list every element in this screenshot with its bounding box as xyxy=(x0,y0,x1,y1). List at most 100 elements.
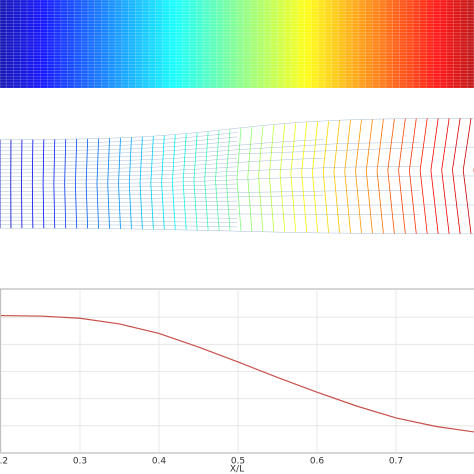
mesh-cell-column xyxy=(162,0,170,88)
mesh-line xyxy=(75,139,78,184)
mesh-cell-column xyxy=(379,0,387,88)
mesh-cell-column xyxy=(446,0,455,88)
mesh-line xyxy=(268,175,275,232)
mesh-cell-column xyxy=(352,0,360,88)
mesh-cell-column xyxy=(284,0,292,88)
mesh-cell-column xyxy=(33,0,42,88)
mesh-line xyxy=(150,182,154,230)
mesh-line xyxy=(0,139,324,155)
mesh-line xyxy=(322,120,330,172)
mesh-line xyxy=(452,170,461,234)
mesh-line xyxy=(430,118,439,171)
mesh-line xyxy=(75,183,78,229)
x-tick-label: 0.3 xyxy=(73,457,87,467)
mesh-line xyxy=(322,171,330,233)
mesh-line xyxy=(312,121,319,173)
mesh-cell-column xyxy=(270,0,279,88)
mesh-cell-column xyxy=(121,0,130,88)
mesh-line xyxy=(85,138,89,184)
x-tick-label: 0.5 xyxy=(231,457,245,467)
mesh-cell-column xyxy=(148,0,157,88)
mesh-line xyxy=(0,132,238,144)
mesh-line xyxy=(387,170,395,234)
mesh-cell-column xyxy=(203,0,211,88)
mesh-line xyxy=(107,183,110,229)
mesh-line xyxy=(0,213,421,215)
mesh-cell-column xyxy=(372,0,380,88)
mesh-line xyxy=(128,137,132,184)
mesh-cell-column xyxy=(60,0,69,88)
mesh-cell-column xyxy=(176,0,184,88)
mesh-line xyxy=(182,181,187,230)
mesh-line xyxy=(182,133,187,182)
mesh-line xyxy=(441,118,450,171)
mesh-line xyxy=(376,119,384,171)
mesh-line xyxy=(31,183,34,229)
mesh-line xyxy=(333,171,340,234)
mesh-cell-column xyxy=(142,0,150,88)
mesh-line xyxy=(419,118,428,171)
mesh-line xyxy=(0,146,474,163)
mesh-cell-column xyxy=(169,0,177,88)
mesh-line xyxy=(462,170,472,234)
mesh-cell-column xyxy=(6,0,15,88)
mesh-line xyxy=(161,182,165,230)
mesh-line xyxy=(0,224,238,228)
mesh-line xyxy=(139,136,143,184)
mesh-cell-column xyxy=(88,0,96,88)
x-tick-label: 0.7 xyxy=(389,457,403,467)
mesh-cell-column xyxy=(392,0,401,88)
mesh-cell-column xyxy=(223,0,231,88)
mesh-cell-column xyxy=(440,0,448,88)
mesh-cell-column xyxy=(115,0,123,88)
mesh-cell-column xyxy=(189,0,197,88)
mesh-line xyxy=(290,173,297,233)
mesh-line xyxy=(0,140,238,152)
mesh-line xyxy=(430,170,439,234)
mesh-line xyxy=(301,172,308,233)
mesh-cell-column xyxy=(399,0,407,88)
mesh-line xyxy=(204,131,209,181)
mesh-cell-column xyxy=(101,0,109,88)
mesh-cell-column xyxy=(237,0,245,88)
mesh-cell-column xyxy=(196,0,204,88)
mesh-line xyxy=(344,119,351,172)
mesh-line xyxy=(344,171,351,234)
mesh-line xyxy=(365,170,373,234)
mesh-cell-column xyxy=(216,0,224,88)
mesh-line xyxy=(462,118,472,171)
mesh-line xyxy=(118,137,121,184)
mesh-cell-column xyxy=(155,0,164,88)
mesh-line xyxy=(408,118,417,171)
mesh-line xyxy=(193,132,198,182)
mesh-line xyxy=(225,129,231,180)
x-tick-label: 0.2 xyxy=(0,457,8,467)
mesh-cell-column xyxy=(94,0,103,88)
mesh-cell-column xyxy=(467,0,474,88)
plot-frame xyxy=(0,288,474,454)
mesh-cell-column xyxy=(325,0,333,88)
mesh-line xyxy=(0,200,238,203)
mesh-cell-column xyxy=(433,0,441,88)
mesh-cell-column xyxy=(54,0,62,88)
mesh-line xyxy=(419,170,428,234)
mesh-line xyxy=(31,139,34,184)
mesh-line xyxy=(452,118,461,171)
mesh-line xyxy=(171,182,176,230)
mesh-cell-column xyxy=(135,0,143,88)
mesh-line xyxy=(215,130,220,180)
mesh-line xyxy=(258,125,264,177)
mesh-cell-column xyxy=(345,0,353,88)
mesh-line xyxy=(247,127,253,178)
mesh-line xyxy=(376,170,384,234)
mesh-line xyxy=(96,183,99,229)
mesh-cell-column xyxy=(13,0,21,88)
mesh-line xyxy=(0,227,474,235)
x-tick-label: 0.6 xyxy=(310,457,325,467)
mesh-line xyxy=(247,177,253,232)
mesh-line xyxy=(0,166,238,174)
line xyxy=(0,314,474,433)
mesh-cell-column xyxy=(385,0,394,88)
mesh-line xyxy=(215,179,220,231)
mesh-line xyxy=(0,142,421,159)
